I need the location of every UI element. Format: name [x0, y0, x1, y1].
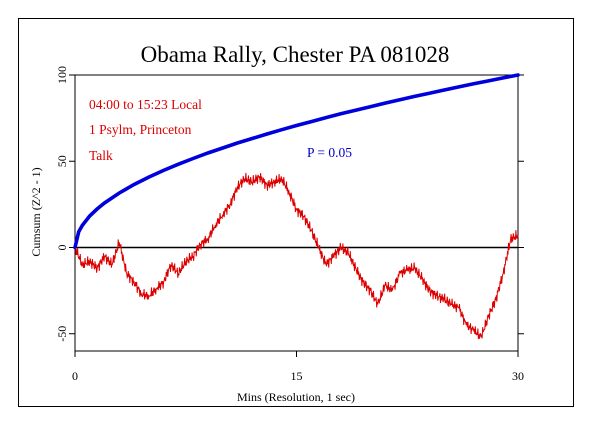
x-tick-label: 15	[291, 369, 303, 383]
y-tick-label: 0	[55, 245, 69, 251]
chart-frame	[18, 18, 574, 407]
x-tick-label: 30	[512, 369, 524, 383]
plot-marks: -50 0 50 100 0 15 30	[55, 66, 524, 383]
p-value-label: P = 0.05	[307, 145, 352, 160]
x-axis-label: Mins (Resolution, 1 sec)	[237, 390, 355, 404]
chart-title: Obama Rally, Chester PA 081028	[141, 42, 450, 67]
plot-area-border	[74, 74, 519, 352]
y-tick-label: -50	[55, 326, 69, 342]
cumsum-trace	[74, 172, 519, 340]
time-range-annotation: 04:00 to 15:23 Local	[89, 97, 202, 112]
x-tick-label: 0	[72, 369, 78, 383]
y-axis-label: Cumsum (Z^2 - 1)	[29, 167, 43, 256]
p-0-05-envelope-curve	[73, 73, 520, 250]
device-annotation: 1 Psylm, Princeton	[89, 122, 192, 137]
y-tick-label: 100	[55, 66, 69, 84]
y-tick-label: 50	[55, 155, 69, 167]
event-annotation: Talk	[89, 148, 113, 163]
